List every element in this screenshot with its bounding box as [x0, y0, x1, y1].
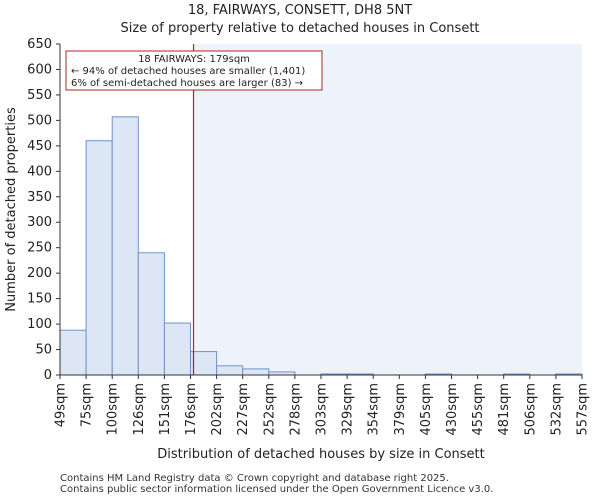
- x-tick-label-430sqm: 430sqm: [445, 383, 460, 436]
- y-tick-label-600: 600: [27, 62, 52, 77]
- x-tick-label-405sqm: 405sqm: [419, 383, 434, 436]
- property-annotation: 18 FAIRWAYS: 179sqm ← 94% of detached ho…: [65, 50, 323, 91]
- x-tick-label-126sqm: 126sqm: [132, 383, 147, 436]
- y-tick-label-350: 350: [27, 190, 52, 205]
- annotation-line-2: ← 94% of detached houses are smaller (1,…: [71, 66, 305, 77]
- footer-copyright: Contains HM Land Registry data © Crown c…: [60, 473, 449, 484]
- x-tick-label-506sqm: 506sqm: [523, 383, 538, 436]
- larger-than-property-region: [193, 44, 582, 375]
- y-tick-label-150: 150: [27, 292, 52, 307]
- footer-licence: Contains public sector information licen…: [60, 484, 494, 495]
- x-tick-label-481sqm: 481sqm: [497, 383, 512, 436]
- x-tick-label-202sqm: 202sqm: [210, 383, 225, 436]
- y-tick-label-100: 100: [27, 317, 52, 332]
- y-tick-label-450: 450: [27, 139, 52, 154]
- x-tick-label-151sqm: 151sqm: [158, 383, 173, 436]
- annotation-line-1: 18 FAIRWAYS: 179sqm: [138, 54, 250, 65]
- y-tick-label-400: 400: [27, 164, 52, 179]
- y-tick-label-250: 250: [27, 241, 52, 256]
- y-axis-label: Number of detached properties: [4, 107, 19, 312]
- x-tick-label-252sqm: 252sqm: [262, 383, 277, 436]
- y-tick-label-50: 50: [35, 343, 52, 358]
- bar-202sqm: [216, 365, 244, 376]
- annotation-box: [65, 50, 323, 91]
- x-tick-label-303sqm: 303sqm: [315, 383, 330, 436]
- x-axis-label: Distribution of detached houses by size …: [157, 447, 484, 462]
- axes-group: 0 50 100 150 200 250 300 350 400 450 500 550 600 650 4…: [27, 37, 590, 436]
- x-tick-label-227sqm: 227sqm: [236, 383, 251, 436]
- y-tick-label-650: 650: [27, 37, 52, 52]
- x-tick-label-532sqm: 532sqm: [549, 383, 564, 436]
- y-tick-label-550: 550: [27, 88, 52, 103]
- x-tick-label-329sqm: 329sqm: [341, 383, 356, 436]
- bar-176sqm: [190, 351, 218, 376]
- x-tick-label-455sqm: 455sqm: [471, 383, 486, 436]
- bar-151sqm: [163, 322, 191, 376]
- x-tick-label-100sqm: 100sqm: [106, 383, 121, 436]
- y-tick-label-200: 200: [27, 266, 52, 281]
- y-tick-label-0: 0: [44, 368, 52, 383]
- x-tick-label-354sqm: 354sqm: [367, 383, 382, 436]
- bars-group: [59, 116, 583, 376]
- chart-subtitle: Size of property relative to detached ho…: [120, 21, 480, 36]
- bar-126sqm: [137, 252, 165, 376]
- x-tick-label-278sqm: 278sqm: [288, 383, 303, 436]
- bar-227sqm: [242, 368, 270, 376]
- annotation-line-3: 6% of semi-detached houses are larger (8…: [71, 78, 303, 89]
- x-tick-label-75sqm: 75sqm: [80, 383, 95, 427]
- x-tick-label-379sqm: 379sqm: [393, 383, 408, 436]
- bar-75sqm: [85, 140, 113, 376]
- y-tick-label-300: 300: [27, 215, 52, 230]
- x-tick-label-49sqm: 49sqm: [54, 383, 69, 427]
- y-tick-label-500: 500: [27, 113, 52, 128]
- bar-49sqm: [59, 329, 87, 376]
- bar-100sqm: [111, 116, 139, 376]
- x-tick-label-557sqm: 557sqm: [576, 383, 591, 436]
- chart-title: 18, FAIRWAYS, CONSETT, DH8 5NT: [187, 3, 413, 18]
- x-tick-label-176sqm: 176sqm: [184, 383, 199, 436]
